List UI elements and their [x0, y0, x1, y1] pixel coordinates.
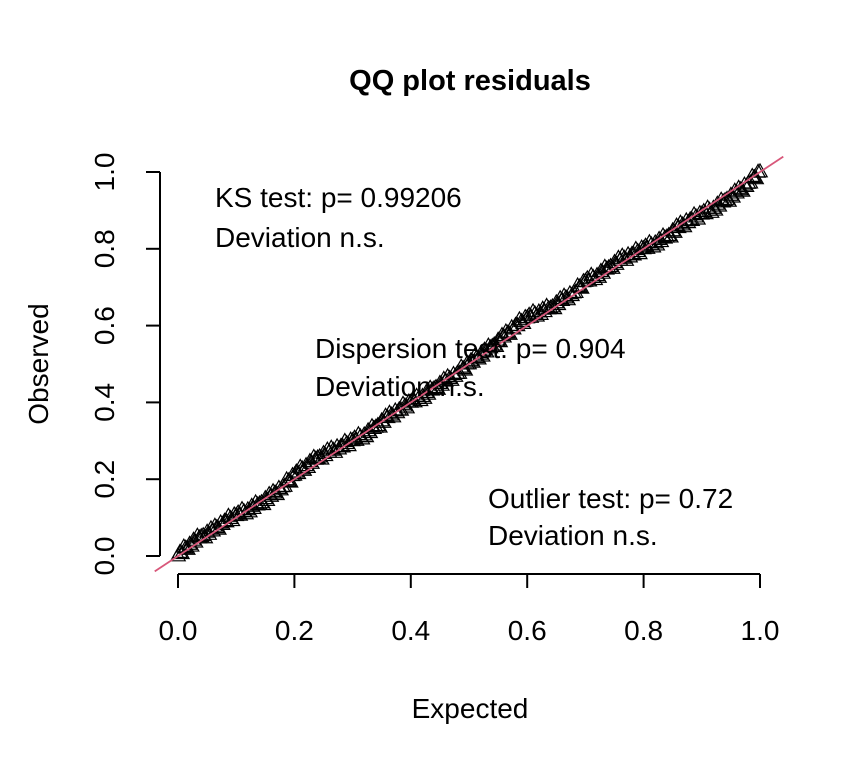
data-point — [536, 302, 553, 318]
axes: 0.0 0.2 0.4 0.6 0.8 1.0 0.0 0.2 0.4 0.6 0.8 1.0 — [89, 153, 779, 646]
data-point — [224, 511, 241, 527]
data-point — [689, 210, 707, 225]
data-point — [614, 247, 631, 262]
ks-test-label: KS test: p= 0.99206 — [215, 182, 462, 213]
x-tick-label: 1.0 — [741, 615, 780, 646]
outlier-deviation-label: Deviation n.s. — [488, 520, 658, 551]
y-tick-label: 0.6 — [89, 306, 120, 345]
data-point — [323, 439, 340, 454]
x-tick-label: 0.0 — [159, 615, 198, 646]
data-point — [369, 416, 387, 432]
y-tick-label: 0.0 — [89, 537, 120, 576]
dispersion-deviation-label: Deviation n.s. — [315, 371, 485, 402]
x-tick-label: 0.6 — [508, 615, 547, 646]
data-point — [631, 244, 648, 260]
y-axis-label: Observed — [23, 303, 54, 424]
data-point — [485, 335, 503, 351]
data-point — [569, 276, 586, 292]
x-tick-label: 0.2 — [275, 615, 314, 646]
y-tick-label: 0.4 — [89, 383, 120, 422]
y-tick-label: 0.8 — [89, 229, 120, 268]
outlier-test-label: Outlier test: p= 0.72 — [488, 483, 733, 514]
reference-line — [154, 155, 784, 573]
data-point — [340, 436, 357, 452]
ks-deviation-label: Deviation n.s. — [215, 222, 385, 253]
x-tick-label: 0.8 — [624, 615, 663, 646]
y-tick-label: 1.0 — [89, 153, 120, 192]
x-tick-label: 0.4 — [391, 615, 430, 646]
data-point — [280, 471, 297, 487]
data-point — [745, 168, 763, 184]
dispersion-test-label: Dispersion test: p= 0.904 — [315, 333, 626, 364]
y-tick-label: 0.2 — [89, 460, 120, 499]
data-point — [171, 543, 189, 558]
chart-title: QQ plot residuals — [349, 65, 591, 97]
x-axis-label: Expected — [412, 693, 529, 724]
